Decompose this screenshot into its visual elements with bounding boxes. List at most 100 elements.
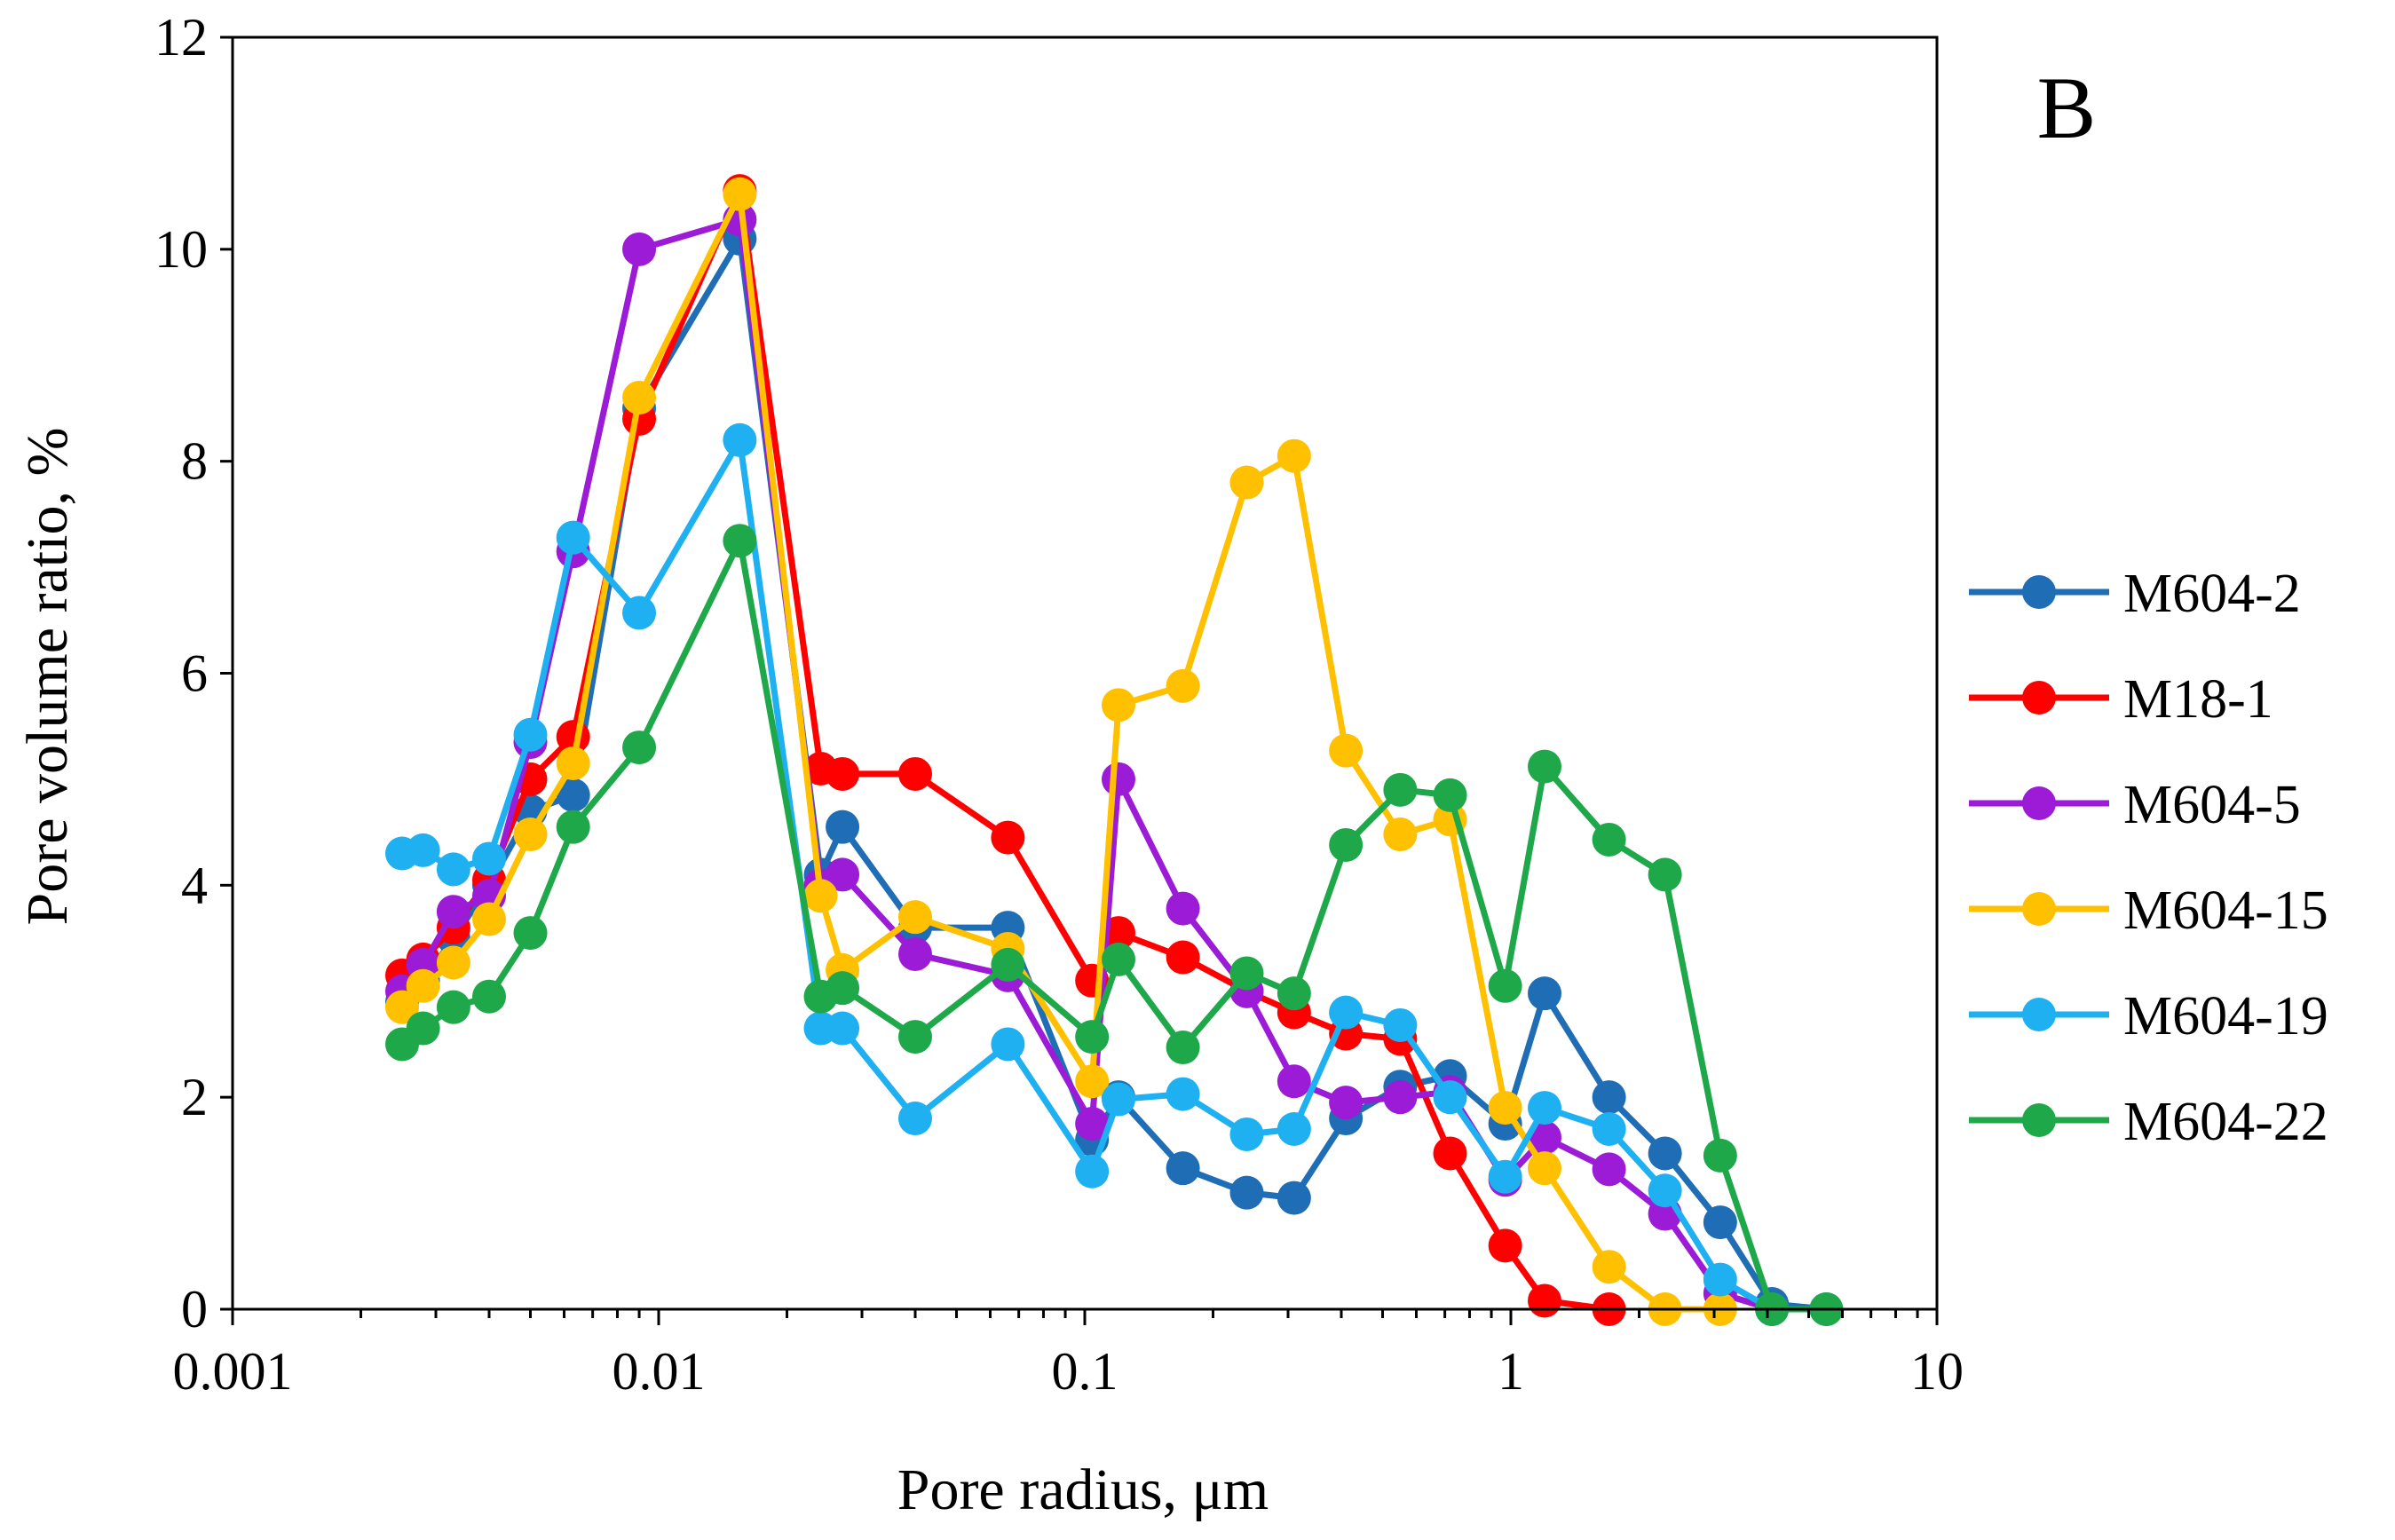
x-tick-label: 1: [1498, 1342, 1524, 1401]
x-tick-label: 0.1: [1052, 1342, 1118, 1401]
data-point: [622, 381, 657, 415]
data-point: [1329, 1086, 1363, 1120]
axes: 0 2 4 6 8 10 12 0.001 0.01 0.1 1 10: [154, 8, 1964, 1401]
data-point: [385, 990, 420, 1024]
series-M604-22: [385, 524, 1844, 1326]
data-point: [436, 945, 470, 980]
data-point: [1229, 465, 1264, 500]
legend-marker: [2022, 892, 2056, 926]
y-tick-label: 6: [181, 644, 208, 703]
data-point: [1592, 1080, 1626, 1115]
data-point: [723, 524, 757, 558]
data-point: [622, 232, 657, 266]
data-point: [1166, 1077, 1200, 1111]
data-point: [723, 177, 757, 211]
data-point: [1383, 1007, 1418, 1042]
data-point: [436, 852, 470, 887]
legend-label: M604-2: [2123, 564, 2301, 624]
data-point: [826, 756, 860, 791]
data-point: [471, 841, 506, 876]
data-point: [1528, 1283, 1562, 1318]
data-point: [406, 968, 440, 1003]
data-point: [1166, 668, 1200, 703]
data-point: [1528, 976, 1562, 1011]
legend-label: M604-15: [2123, 881, 2328, 941]
data-point: [1433, 1136, 1467, 1171]
data-point: [826, 809, 860, 844]
data-point: [556, 746, 590, 781]
data-point: [897, 1020, 932, 1054]
data-point: [897, 900, 932, 935]
x-tick-label: 0.01: [613, 1342, 706, 1401]
data-point: [723, 423, 757, 457]
data-point: [1229, 956, 1264, 991]
data-point: [897, 1102, 932, 1136]
data-point: [1102, 942, 1136, 976]
data-point: [1433, 1080, 1467, 1115]
legend-marker: [2022, 681, 2056, 715]
y-tick-label: 12: [154, 8, 208, 67]
data-point: [513, 817, 548, 852]
data-point: [1488, 1091, 1522, 1125]
data-point: [1592, 1250, 1626, 1284]
data-point: [471, 902, 506, 936]
legend-item: M604-22: [1969, 1092, 2328, 1152]
legend-marker: [2022, 1103, 2056, 1137]
legend-label: M18-1: [2123, 669, 2273, 730]
data-point: [1592, 822, 1626, 857]
data-point: [1102, 1082, 1136, 1117]
data-point: [1703, 1205, 1737, 1240]
data-point: [826, 971, 860, 1006]
data-point: [991, 820, 1025, 855]
data-point: [897, 756, 932, 791]
data-point: [436, 895, 470, 929]
data-point: [826, 857, 860, 892]
data-point: [1648, 1173, 1682, 1208]
y-tick-label: 8: [181, 432, 208, 491]
legend-item: M604-15: [1969, 881, 2328, 941]
legend-label: M604-19: [2123, 986, 2328, 1046]
legend-item: M604-2: [1969, 564, 2301, 624]
x-tick-label: 0.001: [173, 1342, 293, 1401]
data-point: [1703, 1262, 1737, 1297]
data-point: [826, 1011, 860, 1046]
data-point: [1648, 1136, 1682, 1171]
data-point: [622, 731, 657, 765]
data-point: [1648, 857, 1682, 892]
data-point: [1329, 733, 1363, 768]
legend-item: M604-19: [1969, 986, 2328, 1046]
y-tick-label: 10: [154, 220, 208, 279]
panel-label: B: [2037, 59, 2097, 157]
data-point: [1383, 817, 1418, 852]
data-point: [1229, 1117, 1264, 1151]
data-point: [1528, 1091, 1562, 1125]
data-point: [1075, 1064, 1110, 1099]
data-point: [897, 936, 932, 971]
data-point: [1528, 1151, 1562, 1186]
data-point: [1277, 438, 1311, 473]
data-point: [1277, 1111, 1311, 1146]
data-point: [1102, 688, 1136, 723]
legend: M604-2 M18-1 M604-5 M604-15 M604-19 M604-22: [1969, 564, 2328, 1152]
legend-marker: [2022, 575, 2056, 609]
data-point: [991, 1027, 1025, 1062]
data-point: [1383, 772, 1418, 807]
data-point: [436, 990, 470, 1024]
legend-label: M604-5: [2123, 775, 2301, 835]
plot-area: [385, 174, 1844, 1326]
data-point: [513, 717, 548, 752]
data-point: [1166, 1031, 1200, 1065]
x-tick-label: 10: [1910, 1342, 1964, 1401]
data-point: [1075, 1020, 1110, 1054]
data-point: [1488, 1159, 1522, 1194]
data-point: [1592, 1152, 1626, 1187]
data-point: [1488, 968, 1522, 1003]
y-tick-label: 2: [181, 1068, 208, 1126]
data-point: [1166, 940, 1200, 975]
data-point: [1329, 827, 1363, 862]
data-point: [1102, 762, 1136, 796]
x-axis-title: Pore radius, μm: [897, 1457, 1269, 1522]
y-tick-label: 4: [181, 856, 208, 914]
legend-label: M604-22: [2123, 1092, 2328, 1152]
